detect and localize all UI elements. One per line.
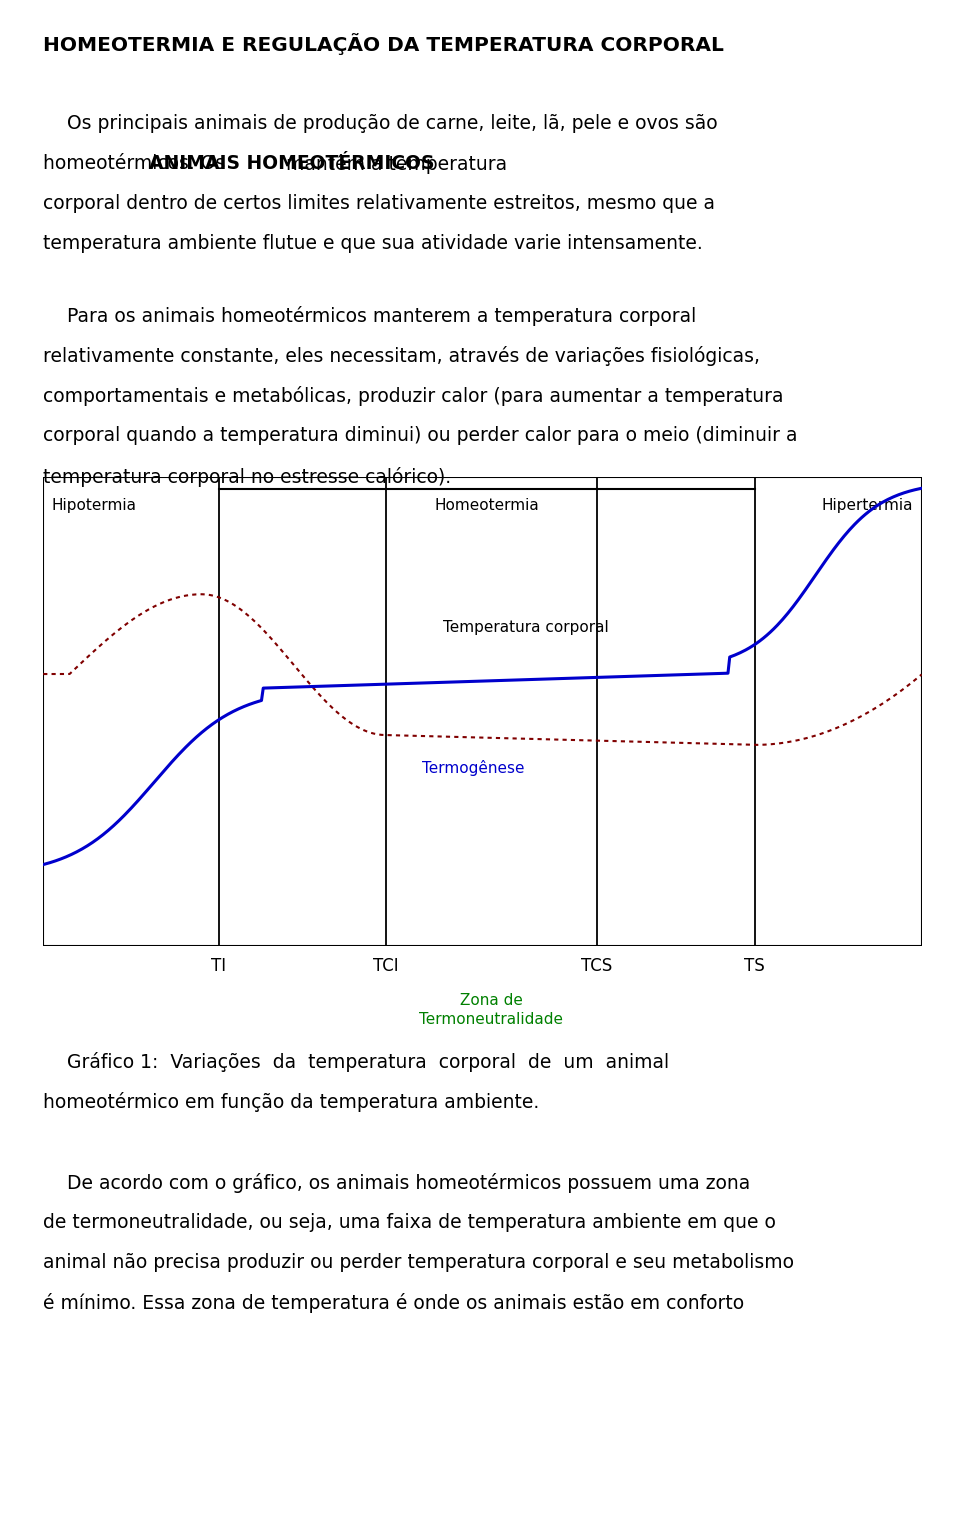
Text: mantêm a temperatura: mantêm a temperatura <box>279 154 507 174</box>
Text: homeotérmicos. Os: homeotérmicos. Os <box>43 154 231 173</box>
Text: Temperatura corporal: Temperatura corporal <box>444 619 610 634</box>
Text: temperatura ambiente flutue e que sua atividade varie intensamente.: temperatura ambiente flutue e que sua at… <box>43 233 703 253</box>
Text: Termogênese: Termogênese <box>422 760 525 775</box>
Text: relativamente constante, eles necessitam, através de variações fisiológicas,: relativamente constante, eles necessitam… <box>43 347 760 366</box>
Text: comportamentais e metabólicas, produzir calor (para aumentar a temperatura: comportamentais e metabólicas, produzir … <box>43 386 783 406</box>
Text: Homeotermia: Homeotermia <box>435 498 540 513</box>
Text: Para os animais homeotérmicos manterem a temperatura corporal: Para os animais homeotérmicos manterem a… <box>43 306 696 326</box>
Text: De acordo com o gráfico, os animais homeotérmicos possuem uma zona: De acordo com o gráfico, os animais home… <box>43 1173 751 1193</box>
Text: ANIMAIS HOMEOTÉRMICOS: ANIMAIS HOMEOTÉRMICOS <box>150 154 435 173</box>
Text: homeotérmico em função da temperatura ambiente.: homeotérmico em função da temperatura am… <box>43 1093 540 1113</box>
Text: temperatura corporal no estresse calórico).: temperatura corporal no estresse calóric… <box>43 466 451 486</box>
Text: de termoneutralidade, ou seja, uma faixa de temperatura ambiente em que o: de termoneutralidade, ou seja, uma faixa… <box>43 1213 776 1232</box>
Text: Hipotermia: Hipotermia <box>52 498 137 513</box>
Text: HOMEOTERMIA E REGULAÇÃO DA TEMPERATURA CORPORAL: HOMEOTERMIA E REGULAÇÃO DA TEMPERATURA C… <box>43 33 724 56</box>
Text: animal não precisa produzir ou perder temperatura corporal e seu metabolismo: animal não precisa produzir ou perder te… <box>43 1254 794 1272</box>
Text: é mínimo. Essa zona de temperatura é onde os animais estão em conforto: é mínimo. Essa zona de temperatura é ond… <box>43 1293 744 1313</box>
Text: TS: TS <box>744 957 765 975</box>
Text: Os principais animais de produção de carne, leite, lã, pele e ovos são: Os principais animais de produção de car… <box>43 114 718 133</box>
Text: TCI: TCI <box>373 957 398 975</box>
Text: TCS: TCS <box>581 957 612 975</box>
Text: TI: TI <box>211 957 227 975</box>
Text: Hipertermia: Hipertermia <box>822 498 913 513</box>
Text: Zona de
Termoneutralidade: Zona de Termoneutralidade <box>420 993 564 1026</box>
Text: corporal dentro de certos limites relativamente estreitos, mesmo que a: corporal dentro de certos limites relati… <box>43 194 715 213</box>
Text: Gráfico 1:  Variações  da  temperatura  corporal  de  um  animal: Gráfico 1: Variações da temperatura corp… <box>43 1052 669 1072</box>
Text: corporal quando a temperatura diminui) ou perder calor para o meio (diminuir a: corporal quando a temperatura diminui) o… <box>43 427 798 445</box>
